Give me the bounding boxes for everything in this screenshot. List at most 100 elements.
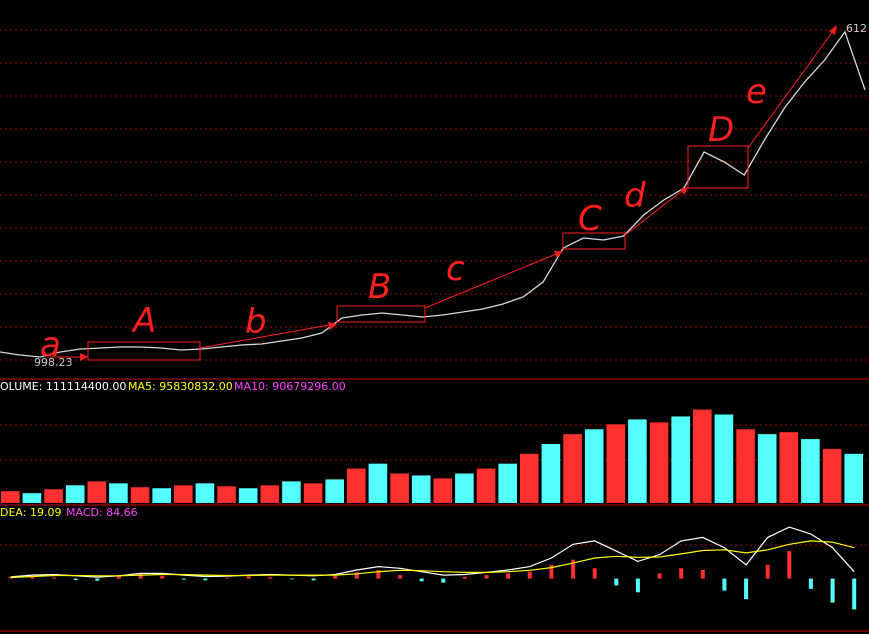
macd-bar — [506, 573, 511, 579]
macd-bar — [700, 570, 705, 579]
macd-bar — [30, 575, 35, 579]
volume-bar — [541, 444, 561, 503]
macd-bar — [8, 576, 13, 579]
macd-bar — [138, 573, 143, 579]
arrowhead — [829, 25, 837, 35]
arrow — [624, 187, 687, 236]
macd-bar — [722, 578, 727, 591]
volume-bar — [584, 429, 604, 503]
arrow — [747, 26, 837, 149]
macd-bar — [614, 578, 619, 586]
macd-bar — [808, 578, 813, 589]
macd-panel — [8, 526, 857, 610]
ma5-label: MA5: 95830832.00 — [128, 380, 233, 393]
volume-bar — [22, 493, 42, 503]
volume-bar — [44, 489, 63, 503]
volume-bar — [282, 481, 301, 503]
arrow — [199, 323, 336, 349]
volume-bar — [1, 491, 20, 503]
macd-bar — [268, 577, 273, 579]
macd-bar — [246, 576, 251, 579]
arrowhead — [554, 251, 563, 258]
annotation: d — [624, 176, 646, 216]
volume-bar — [844, 453, 863, 503]
high-label: 612 — [846, 22, 867, 35]
volume-bar — [411, 475, 431, 503]
macd-bar — [527, 571, 532, 579]
arrowhead — [328, 322, 337, 330]
annotation: D — [708, 110, 734, 150]
macd-bar — [73, 578, 78, 580]
volume-bar — [325, 479, 344, 503]
annotation: e — [746, 72, 767, 112]
macd-bar — [462, 576, 467, 579]
macd-bar — [95, 578, 100, 581]
volume-bar — [238, 488, 258, 503]
macd-bar — [203, 578, 208, 581]
volume-bar — [606, 424, 626, 503]
annotation-shapes — [50, 26, 837, 361]
macd-bar — [398, 575, 403, 579]
macd-bar — [765, 564, 770, 579]
macd-bar — [592, 568, 597, 579]
volume-bar — [368, 463, 388, 503]
box — [87, 341, 201, 361]
ma10-label: MA10: 90679296.00 — [234, 380, 346, 393]
arrowhead — [680, 187, 688, 195]
volume-bar — [714, 414, 734, 503]
macd-bar — [225, 577, 230, 579]
macd-label: MACD: 84.66 — [66, 506, 138, 519]
macd-bar — [787, 551, 792, 579]
volume-bar — [736, 429, 755, 503]
macd-bar — [333, 575, 338, 579]
volume-bar — [671, 416, 690, 503]
price-line — [0, 30, 866, 358]
macd-bar — [679, 568, 684, 579]
macd-line — [10, 526, 855, 578]
price-panel — [0, 30, 866, 358]
volume-bar — [779, 432, 799, 503]
annotation: C — [578, 199, 602, 239]
macd-bar — [376, 570, 381, 579]
macd-bar — [657, 573, 662, 579]
box — [687, 145, 749, 189]
macd-bar — [852, 578, 857, 610]
volume-panel — [1, 409, 863, 503]
macd-bar — [571, 559, 576, 579]
volume-bar — [455, 473, 474, 503]
macd-bar — [419, 578, 424, 582]
volume-bar — [174, 485, 193, 503]
volume-bar — [693, 409, 712, 503]
macd-bar — [354, 572, 359, 579]
annotation: b — [245, 302, 267, 342]
macd-bar — [160, 575, 165, 579]
low-label: 998.23 — [34, 356, 73, 369]
volume-bar — [649, 422, 669, 503]
volume-bar — [476, 468, 496, 503]
volume-bar — [520, 453, 539, 503]
macd-bar — [181, 578, 186, 580]
annotation: c — [446, 249, 465, 289]
volume-bar — [260, 485, 280, 503]
volume-bar — [65, 485, 85, 503]
volume-bar — [757, 434, 777, 503]
volume-bar — [152, 488, 171, 503]
annotation: A — [131, 301, 156, 341]
macd-bar — [484, 575, 489, 579]
macd-line — [10, 540, 855, 579]
macd-bar — [830, 578, 835, 603]
annotation: B — [368, 267, 391, 307]
volume-bar — [628, 419, 647, 503]
volume-bar — [109, 483, 128, 503]
annotation: a — [40, 325, 61, 365]
macd-bar — [52, 577, 57, 579]
macd-bar — [549, 564, 554, 579]
arrowheads — [80, 25, 837, 361]
volume-bar — [195, 483, 215, 503]
dea-label: DEA: 19.09 — [0, 506, 61, 519]
macd-bar — [744, 578, 749, 600]
volume-bar — [303, 483, 323, 503]
volume-bar — [217, 486, 236, 503]
volume-bar — [347, 468, 366, 503]
